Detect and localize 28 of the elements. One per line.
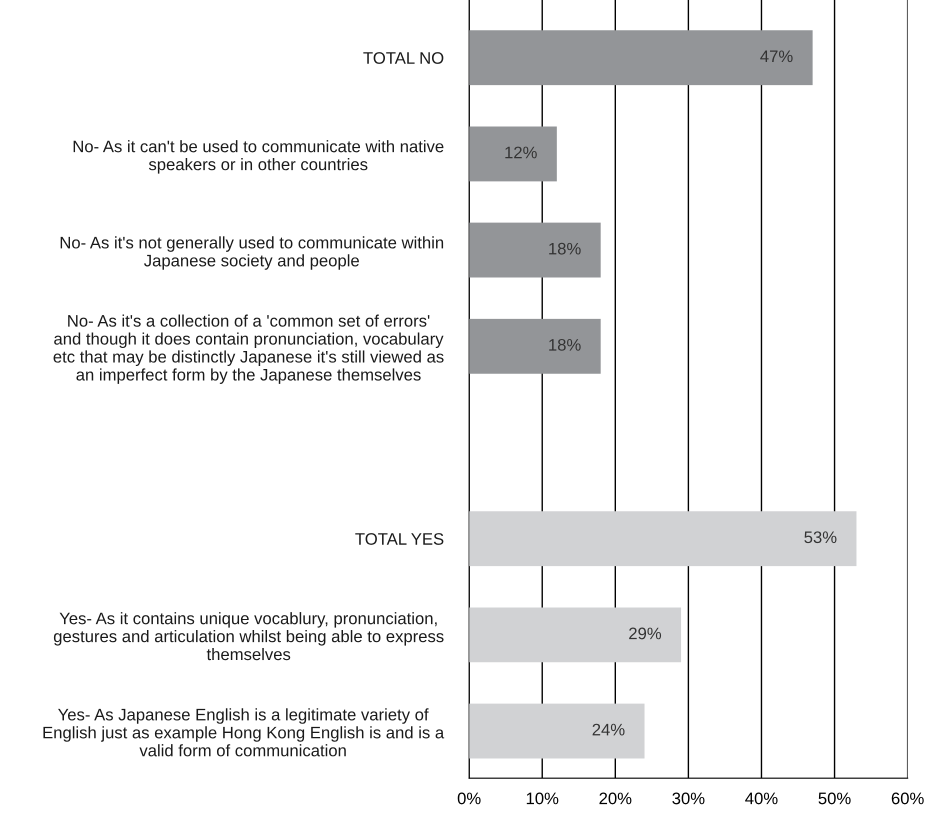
bar [469, 126, 557, 182]
x-tick-label: 60% [892, 792, 924, 804]
data-label: 29% [629, 628, 662, 640]
data-label: 53% [804, 531, 836, 544]
x-tick-label: 30% [672, 792, 704, 804]
y-tick-label: Yes- As Japanese English is a legitimate variety of English just as example Hong Kong English is and is a valid form of communication [43, 708, 444, 756]
y-tick-label: TOTAL YES [355, 533, 444, 545]
x-tick-label: 0% [458, 792, 481, 804]
bar [469, 511, 856, 566]
x-tick-label: 10% [526, 792, 558, 804]
bar [469, 30, 813, 86]
data-label: 18% [549, 242, 581, 255]
data-label: 12% [505, 146, 537, 158]
y-tick-label: TOTAL NO [363, 52, 444, 64]
y-tick-label: Yes- As it contains unique vocablury, pronunciation, gestures and articulation whilst being able to express themselves [54, 612, 444, 660]
y-tick-label: No- As it's not generally used to communicate within Japanese society and people [60, 236, 444, 270]
x-tick-label: 50% [818, 792, 851, 804]
data-label: 47% [760, 50, 793, 62]
x-tick-label: 40% [745, 792, 778, 804]
bar [469, 704, 645, 758]
y-tick-label: No- As it's a collection of a 'common set of errors' and though it does contain pronunciation, vocabulary etc that may be distinctly Japanese it's still viewed as an imperfect form by the Japanese themselves [54, 314, 444, 384]
bar [469, 222, 601, 278]
data-label: 24% [592, 724, 625, 736]
bar [469, 318, 601, 374]
y-tick-label: No- As it can't be used to communicate with native speakers or in other countries [74, 140, 444, 174]
data-label: 18% [549, 338, 581, 351]
bar [469, 607, 682, 662]
x-tick-label: 20% [599, 792, 632, 804]
